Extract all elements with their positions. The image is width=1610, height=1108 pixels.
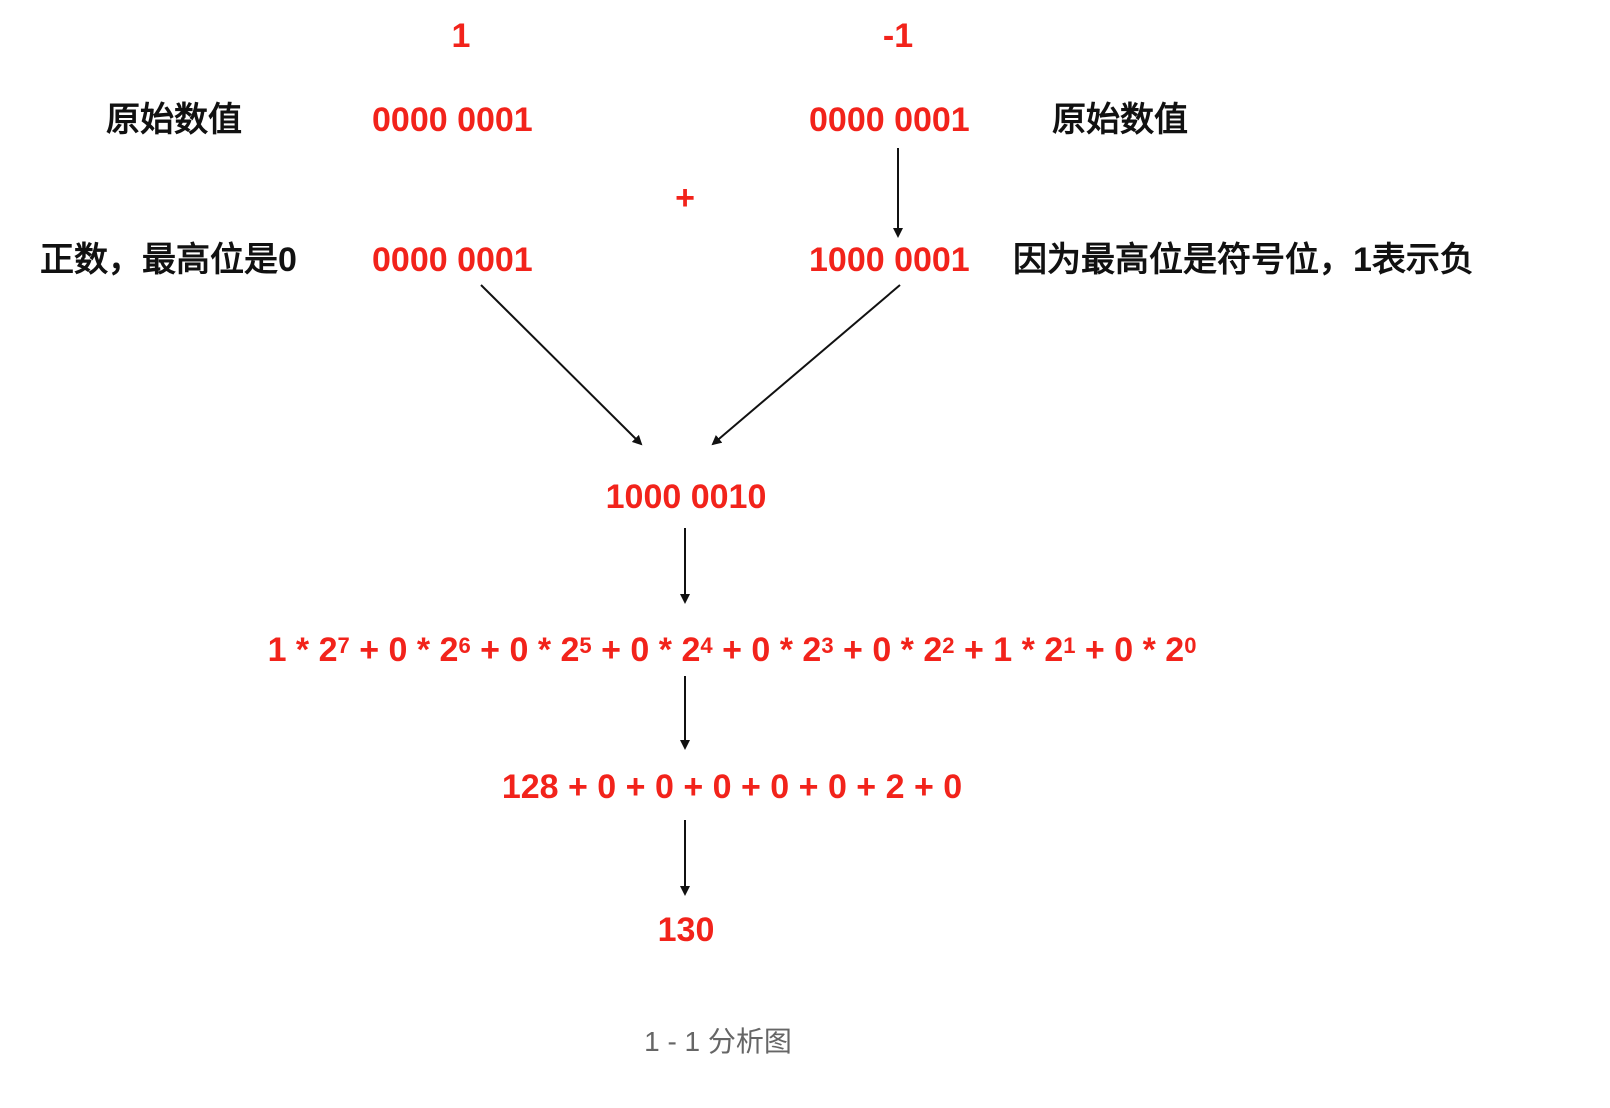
arrow-right-to-sum (711, 284, 901, 446)
left-signed-binary: 0000 0001 (372, 241, 533, 279)
plus-sign: + (1075, 631, 1115, 669)
expansion-term: 0 * 20 (1114, 631, 1197, 669)
exponent: 0 (1184, 633, 1197, 658)
exponent: 7 (337, 633, 350, 658)
value-one: 1 (451, 17, 471, 55)
value-minus-one: -1 (882, 17, 914, 55)
plus-sign: + (470, 631, 510, 669)
plus-sign: + (675, 179, 695, 217)
expansion-term: 1 * 21 (993, 631, 1076, 669)
sum-binary: 1000 0010 (605, 478, 767, 516)
figure-caption: 1 - 1 分析图 (644, 1026, 792, 1057)
left-note: 正数，最高位是0 (40, 241, 297, 279)
right-note: 因为最高位是符号位，1表示负 (1013, 241, 1474, 279)
exponent: 3 (821, 633, 834, 658)
right-signed-binary: 1000 0001 (809, 241, 970, 279)
expansion-term: 0 * 25 (509, 631, 592, 669)
arrow-left-to-sum (480, 284, 643, 446)
plus-sign: + (349, 631, 389, 669)
exponent: 1 (1063, 633, 1076, 658)
expansion-term: 0 * 22 (872, 631, 955, 669)
exponent: 5 (579, 633, 592, 658)
expansion-term: 0 * 24 (630, 631, 713, 669)
plus-sign: + (591, 631, 631, 669)
plus-sign: + (954, 631, 994, 669)
right-original-binary: 0000 0001 (809, 101, 970, 139)
result-value: 130 (657, 911, 715, 949)
left-original-binary: 0000 0001 (372, 101, 533, 139)
expansion-term: 1 * 27 (267, 631, 350, 669)
plus-sign: + (833, 631, 873, 669)
right-original-label: 原始数值 (1052, 101, 1188, 139)
left-original-label: 原始数值 (106, 101, 242, 139)
plus-sign: + (712, 631, 752, 669)
exponent: 6 (458, 633, 471, 658)
sum-terms: 128 + 0 + 0 + 0 + 0 + 0 + 2 + 0 (501, 768, 963, 806)
power-expansion: 1 * 27 + 0 * 26 + 0 * 25 + 0 * 24 + 0 * … (268, 630, 1197, 670)
exponent: 4 (700, 633, 713, 658)
expansion-term: 0 * 23 (751, 631, 834, 669)
exponent: 2 (942, 633, 955, 658)
expansion-term: 0 * 26 (388, 631, 471, 669)
